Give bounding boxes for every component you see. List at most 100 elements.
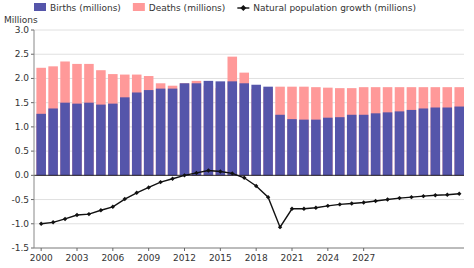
bar <box>120 97 130 175</box>
bar <box>395 87 405 175</box>
y-axis-line <box>34 30 35 248</box>
marker <box>242 176 246 180</box>
bar <box>180 83 190 175</box>
x-tick-label: 2027 <box>352 253 375 263</box>
bar <box>359 115 369 176</box>
y-tick-label: 3.0 <box>15 25 30 35</box>
x-tick <box>256 248 257 251</box>
bar <box>383 112 393 175</box>
y-tick-label: 1.5 <box>15 98 29 108</box>
bar <box>275 115 285 176</box>
legend: Births (millions) Deaths (millions) Natura… <box>34 3 416 13</box>
marker <box>290 207 294 211</box>
line <box>41 170 459 227</box>
marker <box>218 169 222 173</box>
bar <box>144 76 154 175</box>
marker <box>87 212 91 216</box>
bar <box>156 89 166 176</box>
bar-series <box>36 81 464 175</box>
bar <box>419 108 429 175</box>
bar <box>192 81 202 175</box>
legend-item: Deaths (millions) <box>133 3 225 13</box>
bar <box>335 117 345 175</box>
bar <box>228 57 238 176</box>
marker <box>278 225 282 229</box>
bar <box>454 87 464 175</box>
bar <box>48 66 58 175</box>
bar <box>371 87 381 175</box>
marker <box>385 197 389 201</box>
x-tick-label: 2012 <box>173 253 196 263</box>
grid-line <box>34 175 464 176</box>
bar <box>132 92 142 175</box>
marker <box>361 200 365 204</box>
grid-line <box>34 223 464 224</box>
bar <box>443 87 453 175</box>
bar <box>407 87 417 175</box>
x-tick-label: 2024 <box>316 253 339 263</box>
bar <box>60 103 70 176</box>
chart: -1.5-1.0-0.50.00.51.01.52.02.53.02000200… <box>0 0 474 268</box>
bar <box>383 87 393 175</box>
y-tick-label: 2.5 <box>15 49 29 59</box>
bar <box>84 103 94 176</box>
bar <box>323 88 333 176</box>
bar <box>454 107 464 176</box>
marker <box>373 199 377 203</box>
y-axis-label: Millions <box>4 15 38 25</box>
x-tick <box>292 248 293 251</box>
bar <box>60 61 70 175</box>
line-series <box>39 168 461 229</box>
grid-line <box>34 248 464 249</box>
bar <box>228 81 238 175</box>
bar <box>239 83 249 175</box>
bar <box>180 83 190 175</box>
x-tick-label: 2006 <box>101 253 124 263</box>
bar <box>204 81 214 175</box>
bar <box>431 87 441 175</box>
legend-swatch <box>34 3 46 11</box>
bar <box>96 105 106 176</box>
bar <box>72 104 82 176</box>
zero-line <box>34 175 464 176</box>
marker <box>194 171 198 175</box>
bar <box>323 118 333 176</box>
x-tick-label: 2015 <box>209 253 232 263</box>
x-tick <box>327 248 328 251</box>
legend-label: Births (millions) <box>50 3 121 13</box>
bar <box>359 87 369 175</box>
x-axis: 2000200320062009201220152018202120242027 <box>30 248 375 263</box>
marker <box>326 204 330 208</box>
bar <box>144 90 154 175</box>
bar <box>84 64 94 175</box>
legend-swatch <box>133 3 145 11</box>
y-tick-label: -0.5 <box>11 195 29 205</box>
legend-label: Natural population growth (millions) <box>253 3 416 13</box>
x-tick <box>41 248 42 251</box>
bar <box>299 120 309 176</box>
bar <box>108 74 118 175</box>
bar <box>36 114 46 176</box>
bar <box>419 87 429 175</box>
bar <box>335 88 345 175</box>
bar <box>239 73 249 176</box>
marker <box>397 196 401 200</box>
bar <box>407 110 417 175</box>
y-tick-label: -1.0 <box>11 219 29 229</box>
marker <box>302 207 306 211</box>
bar <box>108 104 118 176</box>
x-tick-label: 2018 <box>245 253 268 263</box>
marker <box>338 202 342 206</box>
bar <box>443 108 453 176</box>
marker <box>421 194 425 198</box>
marks <box>34 57 464 230</box>
x-tick-label: 2003 <box>66 253 89 263</box>
legend-item: Natural population growth (millions) <box>237 3 416 13</box>
bar <box>299 87 309 176</box>
bar <box>132 75 142 176</box>
x-tick <box>184 248 185 251</box>
bar <box>287 87 297 176</box>
marker <box>51 220 55 224</box>
x-tick-label: 2009 <box>137 253 160 263</box>
x-tick <box>77 248 78 251</box>
